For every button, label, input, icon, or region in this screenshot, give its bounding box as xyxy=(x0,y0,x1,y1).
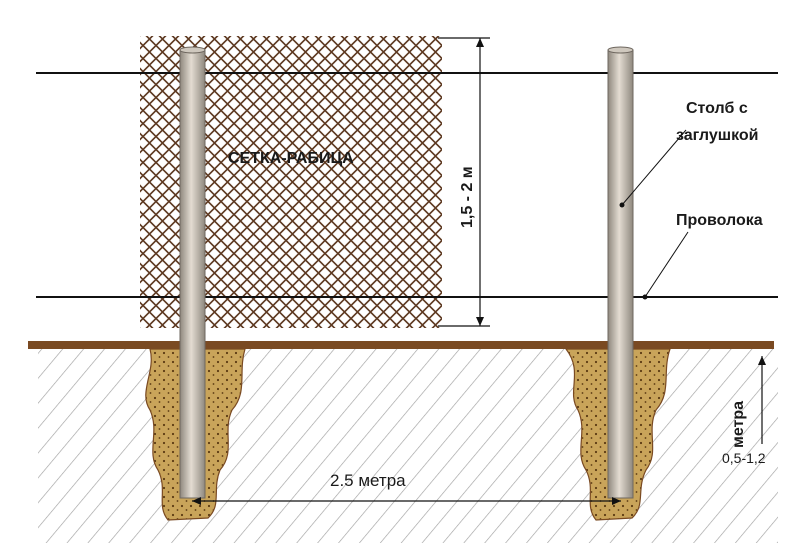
post-leader-dot xyxy=(619,202,625,208)
height-arrow-top xyxy=(476,38,484,47)
depth-arrow-top xyxy=(758,356,766,365)
wire-leader-line xyxy=(644,231,689,298)
right-post-cap xyxy=(607,46,634,54)
post-leader-line xyxy=(621,129,687,206)
post-label-line1: Столб с xyxy=(686,100,748,117)
mesh-label: СЕТКА-РАБИЦА xyxy=(228,150,354,167)
spacing-arrow-right xyxy=(612,497,621,505)
left-post-cap xyxy=(179,46,206,54)
depth-unit-label: метра xyxy=(730,401,747,448)
height-arrow-bottom xyxy=(476,317,484,326)
right-post xyxy=(607,49,634,499)
spacing-label: 2.5 метра xyxy=(330,471,406,490)
height-label: 1,5 - 2 м xyxy=(459,166,476,228)
wire-label: Проволока xyxy=(676,212,763,229)
depth-value-label: 0,5-1,2 xyxy=(722,450,766,466)
ground-surface xyxy=(28,341,774,349)
spacing-arrow-left xyxy=(192,497,201,505)
post-label-line2: заглушкой xyxy=(676,127,759,144)
wire-leader-dot xyxy=(642,294,648,300)
left-post xyxy=(179,49,206,499)
